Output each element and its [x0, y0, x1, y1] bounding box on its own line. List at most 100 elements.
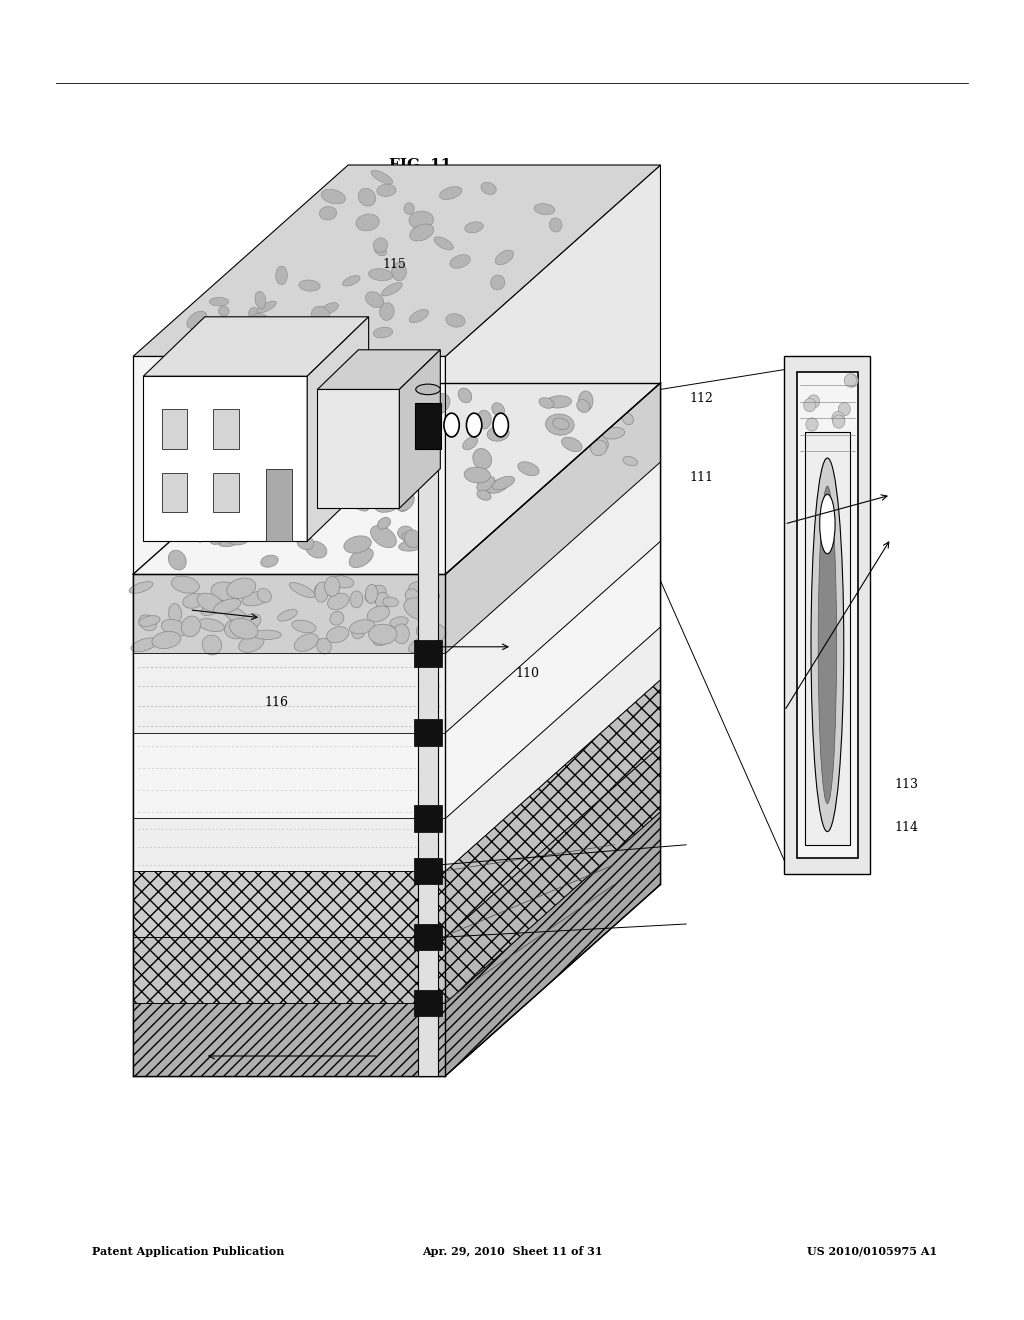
Ellipse shape	[410, 224, 434, 242]
Ellipse shape	[520, 388, 541, 403]
Polygon shape	[133, 733, 445, 818]
Ellipse shape	[322, 189, 345, 205]
Ellipse shape	[311, 306, 330, 323]
Polygon shape	[133, 818, 445, 871]
Ellipse shape	[342, 418, 364, 437]
Polygon shape	[445, 165, 660, 574]
Ellipse shape	[218, 306, 229, 315]
Ellipse shape	[369, 269, 393, 281]
Ellipse shape	[818, 486, 837, 804]
Polygon shape	[418, 389, 438, 1076]
Ellipse shape	[253, 630, 282, 639]
Polygon shape	[445, 462, 660, 733]
Ellipse shape	[376, 593, 389, 610]
Polygon shape	[414, 858, 442, 884]
Text: 114: 114	[894, 821, 918, 834]
Ellipse shape	[169, 603, 181, 623]
Ellipse shape	[487, 426, 509, 441]
Ellipse shape	[346, 477, 364, 494]
Ellipse shape	[577, 400, 590, 412]
Ellipse shape	[398, 540, 425, 552]
Polygon shape	[399, 350, 440, 508]
Polygon shape	[133, 871, 445, 937]
Ellipse shape	[297, 536, 314, 549]
Polygon shape	[133, 356, 445, 574]
Polygon shape	[143, 376, 307, 541]
Ellipse shape	[370, 393, 391, 407]
Ellipse shape	[199, 619, 224, 632]
Polygon shape	[133, 871, 445, 937]
Ellipse shape	[419, 591, 439, 605]
Ellipse shape	[846, 374, 858, 387]
Ellipse shape	[265, 500, 285, 517]
Ellipse shape	[804, 399, 816, 412]
Ellipse shape	[373, 635, 391, 645]
Ellipse shape	[466, 413, 481, 437]
Ellipse shape	[490, 275, 505, 290]
Ellipse shape	[214, 599, 241, 614]
Ellipse shape	[224, 528, 250, 545]
Ellipse shape	[356, 214, 379, 231]
Ellipse shape	[463, 437, 477, 450]
Ellipse shape	[437, 434, 455, 450]
Ellipse shape	[360, 384, 378, 404]
Ellipse shape	[417, 622, 445, 642]
Text: 115: 115	[382, 257, 406, 271]
Polygon shape	[266, 469, 292, 541]
Ellipse shape	[450, 255, 470, 268]
Ellipse shape	[152, 631, 180, 648]
Polygon shape	[445, 627, 660, 871]
Ellipse shape	[416, 384, 440, 395]
Text: FIG. 11: FIG. 11	[389, 158, 451, 172]
Polygon shape	[133, 1003, 445, 1076]
Ellipse shape	[839, 403, 851, 416]
Ellipse shape	[375, 246, 387, 256]
Ellipse shape	[202, 635, 221, 655]
Ellipse shape	[529, 403, 551, 418]
Ellipse shape	[450, 453, 461, 466]
Ellipse shape	[579, 391, 593, 412]
Ellipse shape	[171, 576, 200, 593]
Ellipse shape	[561, 437, 582, 451]
Ellipse shape	[811, 458, 844, 832]
Ellipse shape	[131, 638, 158, 652]
Ellipse shape	[454, 381, 464, 392]
Ellipse shape	[390, 401, 408, 418]
Polygon shape	[784, 356, 870, 874]
Ellipse shape	[623, 457, 638, 466]
Ellipse shape	[274, 478, 291, 492]
Ellipse shape	[278, 610, 297, 622]
Ellipse shape	[260, 529, 287, 540]
Ellipse shape	[546, 414, 574, 436]
Ellipse shape	[383, 597, 398, 607]
Ellipse shape	[198, 593, 222, 611]
Ellipse shape	[294, 634, 318, 652]
Ellipse shape	[493, 477, 514, 490]
Ellipse shape	[473, 449, 492, 470]
Ellipse shape	[585, 433, 599, 449]
Ellipse shape	[406, 589, 420, 605]
Ellipse shape	[527, 401, 538, 411]
Ellipse shape	[425, 393, 450, 416]
Ellipse shape	[831, 412, 844, 425]
Ellipse shape	[393, 624, 410, 644]
Ellipse shape	[129, 582, 153, 594]
Ellipse shape	[366, 585, 378, 603]
Text: 112: 112	[689, 392, 713, 405]
Ellipse shape	[364, 455, 381, 471]
Text: US 2010/0105975 A1: US 2010/0105975 A1	[807, 1246, 937, 1257]
Ellipse shape	[602, 428, 625, 440]
Ellipse shape	[518, 462, 539, 475]
Polygon shape	[317, 389, 399, 508]
Ellipse shape	[302, 451, 318, 467]
Ellipse shape	[299, 280, 321, 292]
Ellipse shape	[844, 374, 856, 387]
Ellipse shape	[224, 619, 249, 639]
Ellipse shape	[138, 615, 160, 627]
Ellipse shape	[201, 601, 226, 615]
Ellipse shape	[290, 582, 315, 598]
Ellipse shape	[410, 309, 428, 322]
Text: 110: 110	[515, 667, 539, 680]
Ellipse shape	[417, 449, 440, 463]
Polygon shape	[133, 1003, 445, 1076]
